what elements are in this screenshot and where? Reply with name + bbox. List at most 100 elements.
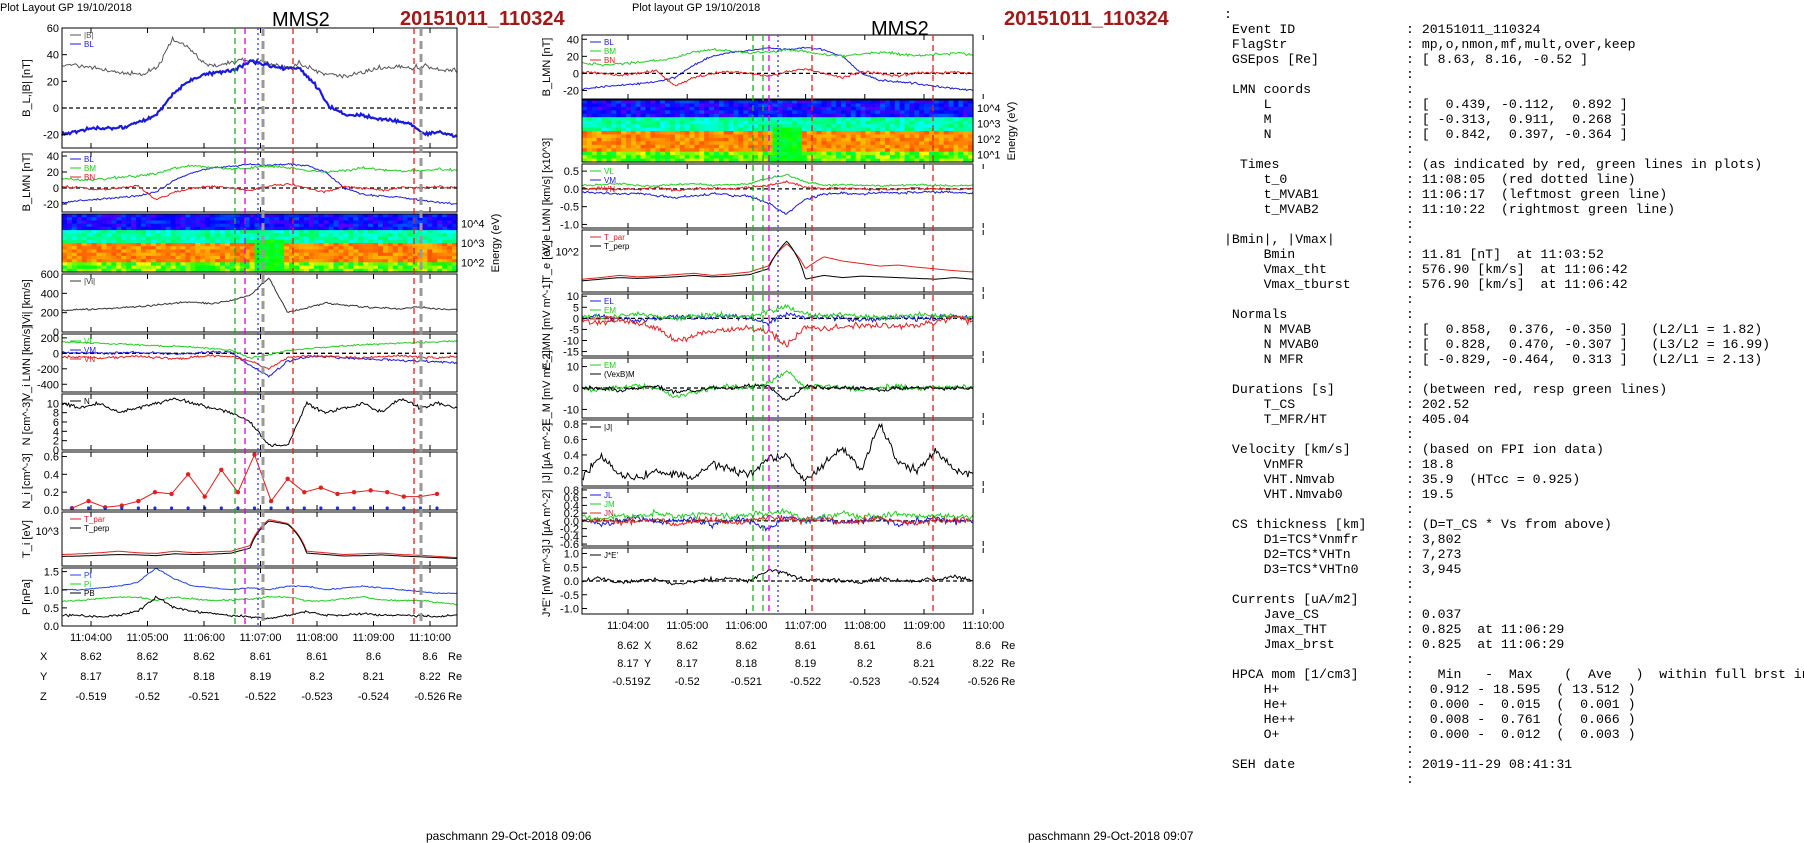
spectrogram-cell <box>948 134 955 139</box>
spectrogram-cell <box>254 259 261 263</box>
spectrogram-cell <box>180 223 187 228</box>
spectrogram-cell <box>963 155 969 160</box>
spectrogram-cell <box>308 214 315 218</box>
spectrogram-cell <box>826 131 832 136</box>
spectrogram-cell <box>870 120 876 125</box>
spectrogram-cell <box>782 120 788 125</box>
spectrogram-cell <box>284 243 290 247</box>
spectrogram-cell <box>397 220 404 225</box>
spectrogram-cell <box>303 255 310 260</box>
spectrogram-cell <box>328 233 335 238</box>
spectrogram-cell <box>919 141 925 146</box>
spectrogram-cell <box>880 103 886 108</box>
spectrogram-cell <box>904 148 911 153</box>
spectrogram-cell <box>601 117 607 122</box>
spectrogram-cell <box>229 246 236 251</box>
spectrogram-cell <box>767 124 774 129</box>
spectrogram-cell <box>136 265 142 270</box>
spectrogram-cell <box>753 103 759 108</box>
spectrogram-cell <box>811 124 818 129</box>
spectrogram-cell <box>762 103 769 108</box>
spectrogram-cell <box>402 243 409 247</box>
spectrogram-cell <box>616 124 622 129</box>
spectrogram-cell <box>131 252 137 257</box>
spectrogram-cell <box>762 141 769 146</box>
spectrogram-cell <box>772 106 779 111</box>
spectrogram-cell <box>318 262 325 267</box>
spectrogram-cell <box>264 239 270 244</box>
spectrogram-cell <box>919 148 925 153</box>
spectrogram-cell <box>185 223 191 228</box>
y-tick-label: 10^4 <box>461 219 485 231</box>
spectrogram-cell <box>626 158 632 163</box>
spectrogram-cell <box>753 117 759 122</box>
spectrogram-cell <box>777 120 783 125</box>
spectrogram-cell <box>447 223 453 228</box>
spectrogram-cell <box>816 106 823 111</box>
spectrogram-cell <box>885 155 891 160</box>
spectrogram-cell <box>62 243 68 247</box>
spectrogram-cell <box>333 223 340 228</box>
spectrogram-cell <box>748 131 754 136</box>
spectrogram-cell <box>106 239 112 244</box>
spectrogram-cell <box>909 137 915 142</box>
spectrogram-cell <box>363 262 369 267</box>
info-line: |Bmin|, |Vmax| : <box>1224 232 1414 247</box>
spectrogram-cell <box>264 249 270 254</box>
spectrogram-cell <box>412 223 419 228</box>
position-value: 8.62 <box>735 640 758 652</box>
spectrogram-cell <box>447 226 453 231</box>
spectrogram-cell <box>943 137 950 142</box>
spectrogram-cell <box>875 155 881 160</box>
spectrogram-cell <box>630 127 637 132</box>
spectrogram-cell <box>943 113 950 118</box>
spectrogram-cell <box>738 127 744 132</box>
spectrogram-cell <box>743 120 749 125</box>
spectrogram-cell <box>904 134 911 139</box>
spectrogram-cell <box>968 137 974 142</box>
spectrogram-cell <box>694 124 700 129</box>
spectrogram-cell <box>363 259 369 263</box>
spectrogram-cell <box>185 233 191 238</box>
event-info-panel: : Event ID : 20151011_110324 FlagStr : m… <box>1224 7 1804 787</box>
position-row-label: Y <box>644 658 652 670</box>
spectrogram-cell <box>160 268 167 273</box>
spectrogram-cell <box>929 124 935 129</box>
spectrogram-cell <box>378 230 384 234</box>
spectrogram-cell <box>382 268 389 273</box>
spectrogram-cell <box>728 155 735 160</box>
spectrogram-cell <box>762 127 769 132</box>
spectrogram-cell <box>155 230 162 234</box>
spectrogram-cell <box>655 134 661 139</box>
spectrogram-cell <box>353 246 359 251</box>
spectrogram-cell <box>185 255 191 260</box>
spectrogram-cell <box>850 127 857 132</box>
spectrogram-cell <box>782 131 788 136</box>
spectrogram-cell <box>684 100 691 105</box>
position-value: 8.6 <box>975 640 991 652</box>
spectrogram-cell <box>294 223 300 228</box>
spectrogram-cell <box>948 117 955 122</box>
spectrogram-cell <box>621 151 627 156</box>
spectrogram-cell <box>210 233 216 238</box>
spectrogram-cell <box>684 124 691 129</box>
spectrogram-cell <box>175 246 182 251</box>
spectrogram-cell <box>145 239 152 244</box>
spectrogram-cell <box>860 120 867 125</box>
spectrogram-cell <box>328 220 335 225</box>
spectrogram-cell <box>885 103 891 108</box>
spectrogram-cell <box>914 100 920 105</box>
spectrogram-cell <box>709 100 715 105</box>
spectrogram-cell <box>748 134 754 139</box>
spectrogram-cell <box>343 223 349 228</box>
spectrogram-cell <box>328 252 335 257</box>
spectrogram-cell <box>586 106 593 111</box>
spectrogram-cell <box>358 243 364 247</box>
spectrogram-cell <box>694 148 700 153</box>
x-tick-label: 11:09:00 <box>352 632 394 644</box>
spectrogram-cell <box>582 110 588 115</box>
spectrogram-cell <box>353 217 359 222</box>
spectrogram-cell <box>914 134 920 139</box>
spectrogram-cell <box>860 131 867 136</box>
spectrogram-cell <box>782 100 788 105</box>
